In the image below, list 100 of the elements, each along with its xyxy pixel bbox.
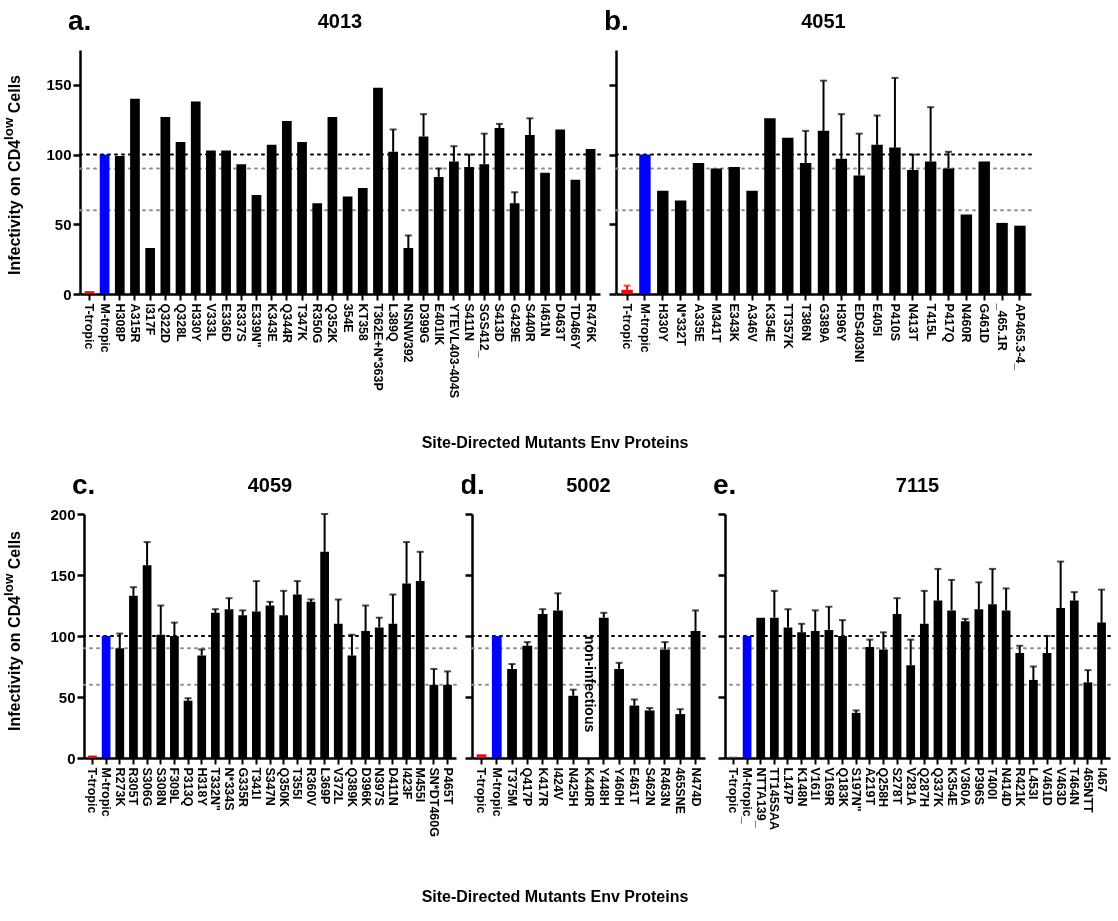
x-tick-label: P313Q — [181, 767, 196, 807]
x-tick-label: T-tropic — [620, 303, 635, 350]
x-tick-label: _465.1R — [995, 302, 1010, 351]
x-tick-label: Q328L — [173, 303, 188, 343]
x-tick-label: P417Q — [941, 303, 956, 343]
x-tick-label: M341T — [709, 303, 724, 343]
x-tick-label: I461N — [538, 303, 553, 337]
x-tick-label: T-tropic — [726, 767, 741, 814]
x-tick-label: G461D — [977, 303, 992, 344]
x-tick-label: L369P — [317, 767, 332, 805]
x-tick-label: R273K — [112, 767, 127, 807]
x-tick-label: R305T — [126, 767, 141, 806]
x-tick-label: E343K — [727, 303, 742, 342]
x-tick-label: KT358 — [355, 303, 370, 342]
x-tick-label: Q322D — [158, 303, 173, 344]
x-tick-label: D399G — [416, 303, 431, 344]
chart-title: 4051 — [801, 10, 846, 32]
x-tick-label: 354E — [340, 303, 355, 333]
x-tick-label: R350G — [310, 303, 325, 344]
x-tick-label: 465SNE — [673, 767, 688, 815]
x-axis-title: Site-Directed Mutants Env Proteins — [420, 888, 690, 906]
text: c. — [72, 469, 96, 500]
x-tick-label: Q183K — [835, 767, 850, 808]
text: e. — [713, 469, 737, 500]
x-tick-label: P465T — [440, 767, 455, 805]
x-tick-label: T-tropic — [474, 767, 489, 814]
x-tick-label: V360A — [958, 767, 973, 806]
x-tick-label: H330Y — [188, 303, 203, 343]
x-tick-label: N413T — [905, 303, 920, 342]
x-tick-label: 465NTT — [1080, 767, 1095, 814]
x-tick-label: F309L — [167, 767, 182, 804]
x-tick-label: S413D — [492, 303, 507, 342]
x-tick-label: TT357K — [780, 303, 795, 349]
x-tick-label: H308P — [112, 303, 127, 342]
x-tick-label: M-tropic — [99, 767, 114, 817]
x-tick-label: YTEVL403-404S — [446, 303, 461, 398]
x-tick-label: K354E — [762, 303, 777, 342]
x-tick-label: G335R — [235, 767, 250, 808]
x-tick-label: E339N" — [249, 303, 264, 348]
x-tick-label: V333L — [203, 303, 218, 341]
x-tick-label: S347N — [263, 767, 277, 806]
x-tick-label: M455I — [413, 767, 428, 803]
x-tick-label: M-tropic — [97, 303, 112, 353]
x-tick-label: S462N — [642, 767, 657, 806]
x-tick-label: H330Y — [655, 303, 670, 343]
y-tick-label: 0 — [67, 749, 76, 767]
x-tick-label: D411N — [385, 767, 400, 806]
x-tick-label: N397S — [372, 767, 387, 806]
y-tick-label: 50 — [58, 688, 76, 706]
x-tick-label: H396Y — [834, 303, 849, 343]
x-tick-label: Q352K — [325, 303, 340, 344]
x-tick-label: S440R — [522, 303, 537, 342]
x-tick-label: G389A — [816, 303, 831, 344]
x-tick-label: N*332T — [673, 303, 688, 347]
x-tick-label: A346V — [745, 303, 760, 343]
y-tick-label: 50 — [54, 215, 72, 233]
x-tick-label: T386N — [798, 303, 813, 342]
x-tick-label: NSNW392 — [401, 303, 416, 363]
x-tick-label: K354E — [944, 767, 959, 806]
x-tick-label: I317F — [143, 303, 158, 336]
text: a. — [68, 5, 92, 36]
x-tick-label: L147P — [780, 767, 795, 805]
x-tick-label: S308N — [153, 767, 168, 806]
x-tick-label: N*334S — [222, 767, 237, 811]
x-tick-label: R360V — [303, 767, 318, 807]
x-tick-label: E401IK — [431, 303, 446, 346]
chart-title: 4059 — [247, 474, 293, 496]
x-tick-label: K417R — [535, 767, 550, 807]
x-tick-label: V372L — [331, 767, 346, 805]
x-tick-label: V281A — [903, 767, 918, 806]
x-tick-label: V169R — [821, 767, 836, 806]
y-tick-label: 100 — [50, 627, 76, 645]
x-tick-label: T341I — [249, 767, 264, 800]
x-tick-label: S278T — [890, 767, 905, 805]
x-tick-label: SN*DT460G — [426, 767, 441, 837]
x-tick-label: P396S — [971, 767, 986, 806]
x-tick-label: D396K — [358, 767, 373, 807]
x-tick-label: P410S — [887, 303, 902, 342]
x-tick-label: S411N — [462, 303, 477, 342]
y-tick-label: 200 — [50, 505, 76, 523]
x-tick-label: R463N — [657, 767, 672, 807]
text: d. — [460, 469, 485, 500]
chart-title: 7115 — [895, 474, 940, 496]
x-tick-label: R421K — [1012, 767, 1027, 807]
x-tick-label: N474D — [688, 767, 703, 807]
x-tick-label: K440R — [581, 767, 596, 807]
x-tick-label: NTTA139_ — [753, 767, 768, 829]
x-tick-label: Y448H — [596, 767, 611, 806]
x-tick-label: Q337K — [930, 767, 945, 808]
x-tick-label: TD466Y — [568, 303, 583, 351]
y-tick-label: 150 — [46, 76, 72, 94]
x-tick-label: E461T — [627, 767, 642, 805]
x-tick-label: N460R — [959, 303, 974, 343]
x-tick-label: L453I — [1026, 767, 1041, 800]
x-tick-label: AP465.3-4_ — [1012, 303, 1027, 372]
x-tick-label: T-tropic — [85, 767, 100, 814]
x-tick-label: A315R — [127, 303, 142, 343]
chart-title: 5002 — [566, 474, 611, 496]
x-tick-label: M-tropic — [489, 767, 504, 817]
x-tick-label: EDS403NI — [852, 303, 867, 363]
